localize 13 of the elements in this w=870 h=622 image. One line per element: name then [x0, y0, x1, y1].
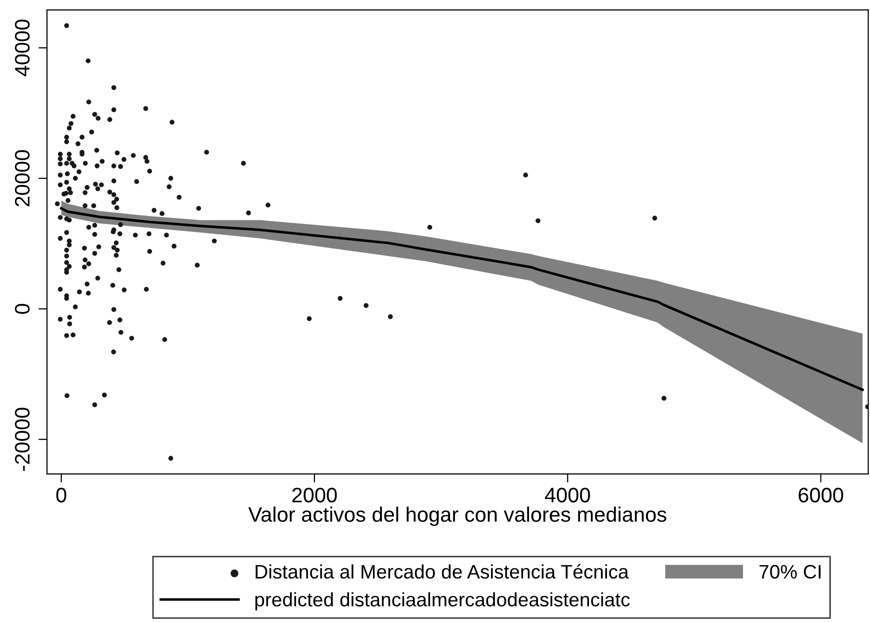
legend-label: predicted distanciaalmercadodeasistenciatc: [255, 592, 630, 610]
x-tick-label: 6000: [798, 488, 844, 502]
x-tick-label: 0: [56, 488, 66, 502]
x-axis-title: Valor activos del hogar con valores medianos: [248, 506, 666, 526]
x-tick-label: 4000: [544, 488, 590, 502]
y-tick-label: -20000: [14, 408, 30, 471]
y-tick-label: 40000: [14, 20, 30, 76]
y-tick-label: 20000: [14, 150, 30, 206]
x-tick-label: 2000: [292, 488, 337, 502]
legend-label: Distancia al Mercado de Asistencia Técnica: [256, 564, 629, 579]
line-series: [60, 207, 864, 392]
legend-label: 70% CI: [760, 564, 821, 579]
y-tick-label: 0: [14, 304, 30, 314]
